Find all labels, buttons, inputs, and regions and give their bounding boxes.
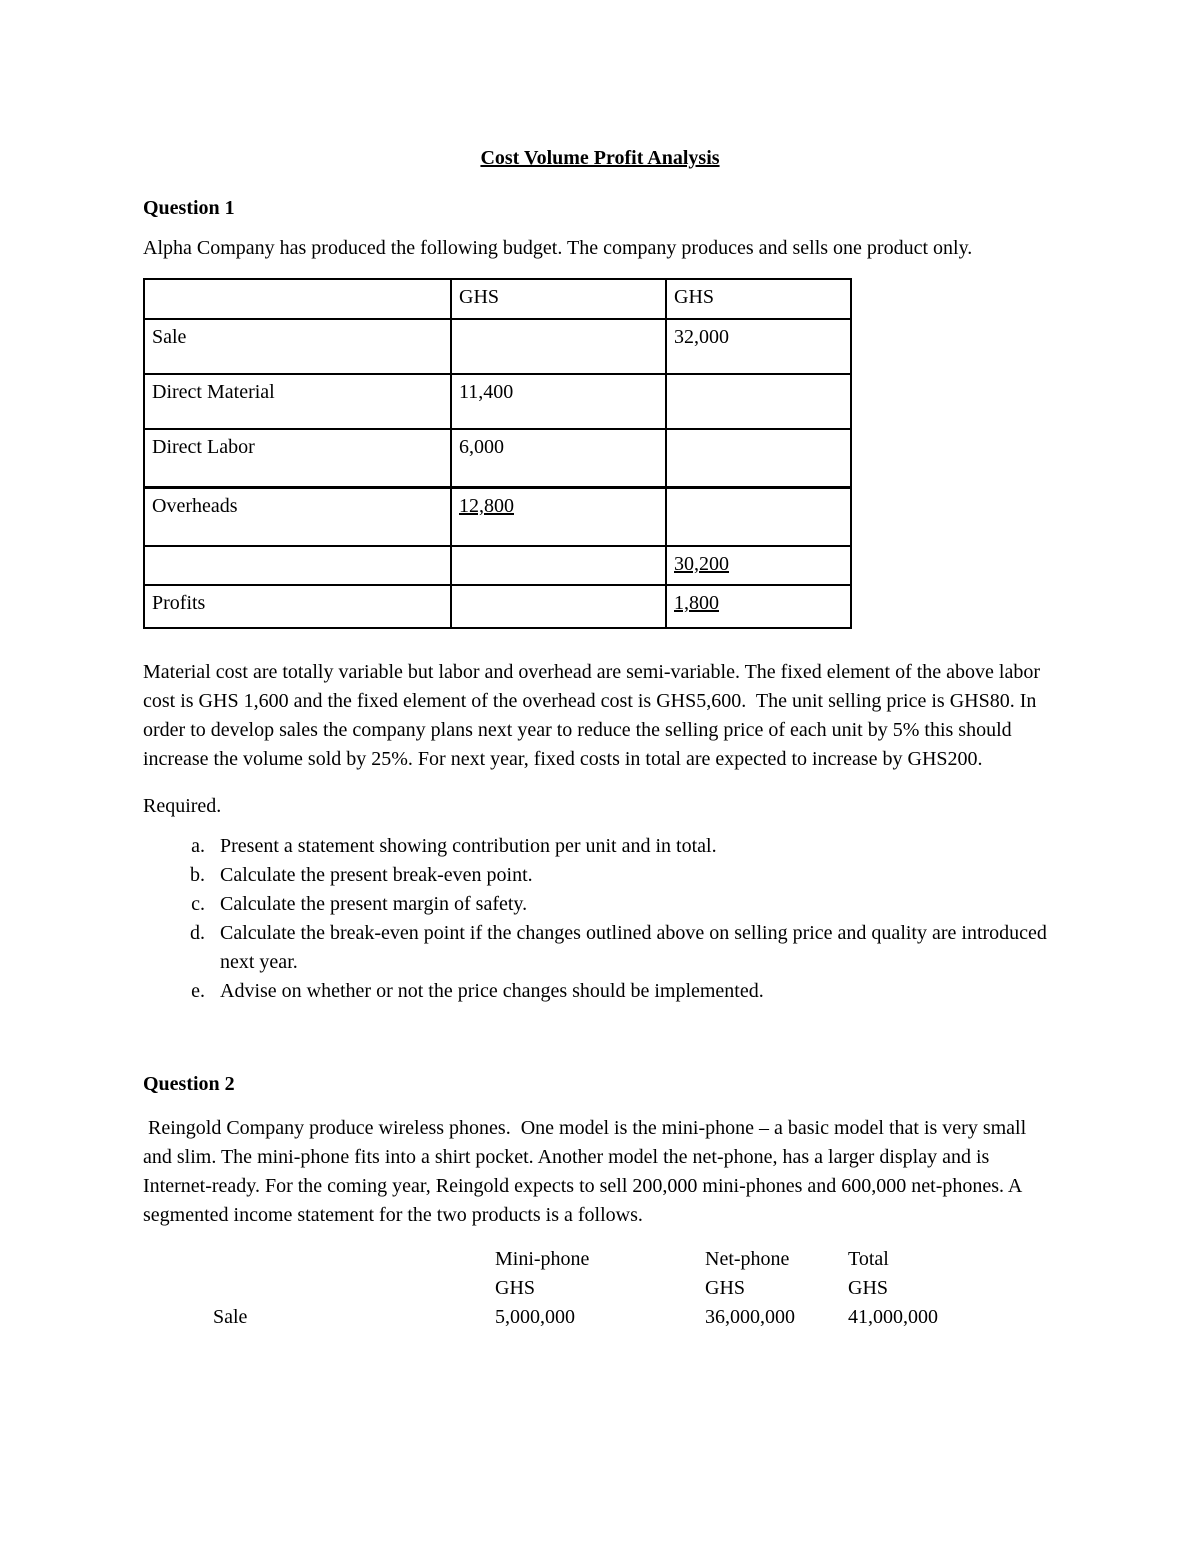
underlined-total: 12,800 [459, 495, 514, 517]
statement-col-net-phone: Net-phone [705, 1248, 790, 1270]
budget-cell: Profits [143, 584, 452, 629]
question-1-intro: Alpha Company has produced the following… [143, 237, 973, 259]
budget-cell: Direct Labor [143, 428, 452, 489]
budget-cell [143, 278, 452, 320]
requirement-item-a: Present a statement showing contribution… [210, 832, 1057, 861]
requirement-item-e: Advise on whether or not the price chang… [210, 977, 1057, 1006]
underlined-total: 1,800 [674, 592, 719, 614]
statement-value-total: 41,000,000 [848, 1306, 938, 1328]
budget-cell: Overheads [143, 486, 452, 547]
requirement-item-c: Calculate the present margin of safety. [210, 890, 1057, 919]
budget-table-row-overheads: Overheads 12,800 [143, 486, 852, 547]
statement-row-label: Sale [213, 1306, 248, 1328]
required-label: Required. [143, 795, 222, 817]
requirements-list: Present a statement showing contribution… [143, 832, 1057, 1006]
statement-col-mini-phone: Mini-phone [495, 1248, 590, 1270]
statement-value-net: 36,000,000 [705, 1306, 795, 1328]
budget-cell: 11,400 [450, 373, 667, 430]
budget-cell [450, 584, 667, 629]
budget-cell: 30,200 [665, 545, 852, 586]
budget-table-row-total-costs: 30,200 [143, 545, 852, 586]
statement-cell-empty [213, 1245, 495, 1274]
budget-cell: Direct Material [143, 373, 452, 430]
budget-cell [665, 486, 852, 547]
statement-unit: GHS [495, 1277, 536, 1299]
budget-cell: 32,000 [665, 318, 852, 375]
budget-table-row-sale: Sale 32,000 [143, 318, 852, 375]
document-title: Cost Volume Profit Analysis [480, 147, 720, 169]
budget-cell [665, 373, 852, 430]
question-1-details: Material cost are totally variable but l… [143, 661, 1046, 770]
question-2-intro: Reingold Company produce wireless phones… [143, 1117, 1032, 1226]
budget-cell: 12,800 [450, 486, 667, 547]
underlined-total: 30,200 [674, 553, 729, 575]
budget-cell: GHS [450, 278, 667, 320]
budget-cell: GHS [665, 278, 852, 320]
budget-table-header-row: GHS GHS [143, 278, 852, 320]
question-1-heading: Question 1 [143, 197, 235, 219]
budget-cell [665, 428, 852, 489]
statement-units-row: GHS GHS GHS [213, 1274, 1057, 1303]
statement-sale-row: Sale 5,000,000 36,000,000 41,000,000 [213, 1303, 1057, 1332]
budget-table-row-direct-labor: Direct Labor 6,000 [143, 428, 852, 489]
budget-table-row-profits: Profits 1,800 [143, 584, 852, 629]
budget-cell: 6,000 [450, 428, 667, 489]
requirement-item-d: Calculate the break-even point if the ch… [210, 919, 1057, 977]
statement-col-total: Total [848, 1248, 889, 1270]
budget-cell: Sale [143, 318, 452, 375]
statement-value-mini: 5,000,000 [495, 1306, 575, 1328]
statement-cell-empty [213, 1274, 495, 1303]
requirement-item-b: Calculate the present break-even point. [210, 861, 1057, 890]
statement-unit: GHS [705, 1277, 746, 1299]
question-2-heading: Question 2 [143, 1073, 235, 1095]
budget-table-row-direct-material: Direct Material 11,400 [143, 373, 852, 430]
budget-table: GHS GHS Sale 32,000 Direct Material 11,4… [143, 278, 852, 629]
budget-cell [450, 545, 667, 586]
budget-cell [143, 545, 452, 586]
statement-header-row: Mini-phone Net-phone Total [213, 1245, 1057, 1274]
statement-unit: GHS [848, 1277, 889, 1299]
budget-cell: 1,800 [665, 584, 852, 629]
budget-cell [450, 318, 667, 375]
segmented-income-statement: Mini-phone Net-phone Total GHS GHS GHS S… [143, 1245, 1057, 1332]
